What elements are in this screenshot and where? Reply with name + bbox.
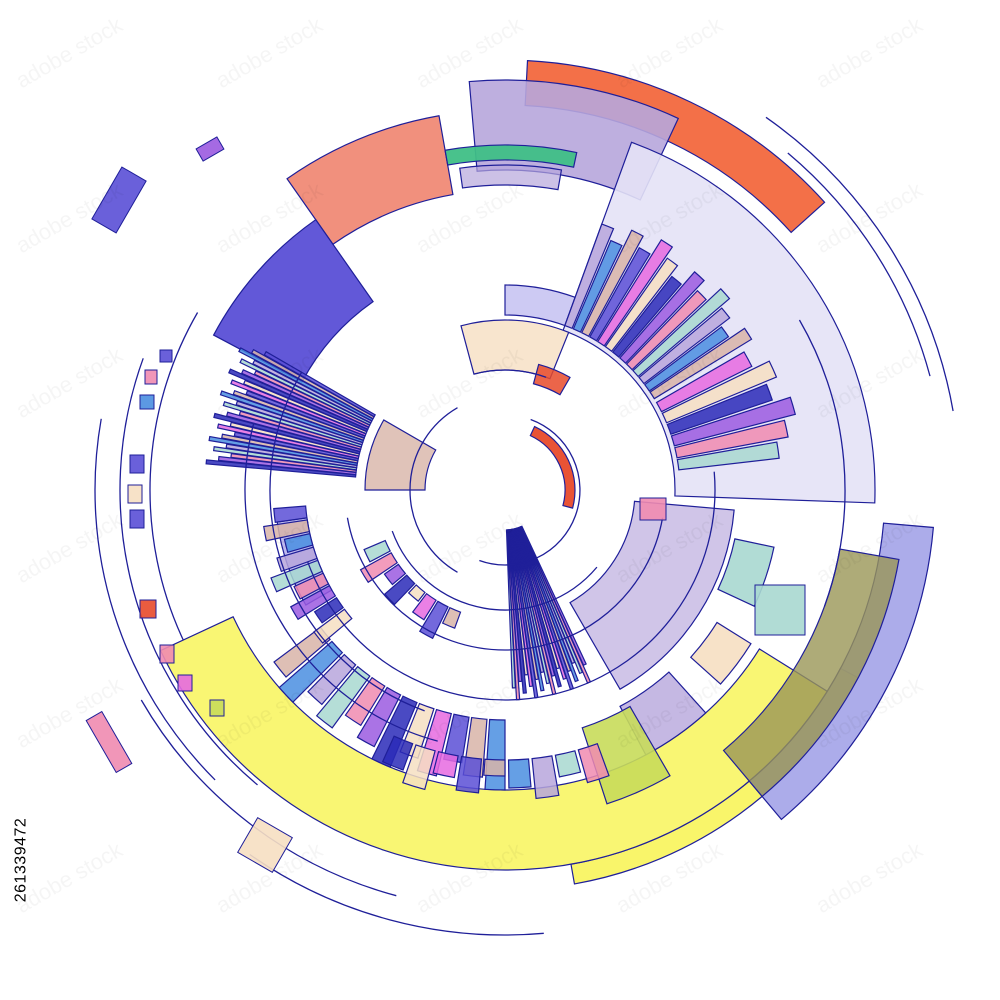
tick-bar-west bbox=[313, 608, 353, 644]
floating-tile bbox=[195, 136, 225, 162]
floating-tile bbox=[209, 699, 225, 717]
tick-bar-right bbox=[670, 396, 797, 447]
tick-bar-right bbox=[666, 383, 774, 435]
tick-bar-lower bbox=[483, 758, 506, 777]
tick-bar-west bbox=[289, 584, 337, 621]
outline-ring bbox=[140, 699, 397, 897]
floating-tile bbox=[177, 674, 193, 692]
tick-bar-west bbox=[276, 546, 318, 573]
outline-rings bbox=[94, 116, 954, 936]
tick-bar-right bbox=[676, 441, 780, 471]
tick-bar-topright bbox=[649, 327, 753, 400]
outline-ring bbox=[94, 418, 216, 781]
floating-tile bbox=[754, 584, 806, 636]
tick-bar-bottomleft bbox=[371, 695, 418, 768]
tick-bar-lower bbox=[531, 755, 560, 800]
floating-squares bbox=[85, 136, 806, 874]
tick-bar-topright bbox=[589, 246, 651, 342]
tick-bar-west bbox=[313, 596, 345, 624]
outline-ring bbox=[391, 530, 598, 611]
tick-bar-bottomleft bbox=[344, 676, 386, 727]
floating-tile bbox=[159, 349, 173, 363]
tick-bar-west bbox=[273, 505, 308, 523]
tick-bar-topright bbox=[611, 275, 683, 358]
tick-bar-topright bbox=[638, 307, 731, 385]
tick-bar-inner bbox=[383, 563, 407, 586]
tick-bar-topright bbox=[596, 238, 674, 347]
olive-band bbox=[722, 548, 900, 798]
tick-bar-lower bbox=[402, 744, 436, 791]
green-band bbox=[444, 144, 578, 168]
inner-lavender-wedge bbox=[569, 500, 735, 691]
tick-bar-inner bbox=[363, 539, 392, 563]
outline-ring bbox=[409, 407, 458, 573]
outline-ring bbox=[346, 517, 664, 651]
outline-ring bbox=[269, 372, 425, 712]
outline-ring bbox=[473, 369, 547, 378]
outline-ring bbox=[787, 152, 931, 377]
tick-bar-lower bbox=[554, 750, 582, 778]
tick-bar-bottomleft bbox=[315, 665, 371, 729]
tick-bar-west bbox=[283, 532, 314, 554]
floating-tile bbox=[129, 454, 145, 474]
tick-bar-bottom bbox=[505, 529, 516, 689]
lavender-thin-band bbox=[459, 164, 563, 191]
tick-bar-topright bbox=[643, 326, 730, 392]
outline-ring bbox=[479, 418, 581, 566]
tick-bar-inner bbox=[383, 574, 416, 606]
tick-bar-lower bbox=[381, 735, 414, 771]
tick-bar-lower bbox=[432, 750, 459, 779]
tick-bar-topright bbox=[580, 229, 644, 338]
tick-bar-bottomleft bbox=[307, 653, 357, 706]
red-block bbox=[532, 363, 571, 396]
floating-tile bbox=[139, 599, 157, 619]
tick-bar-topright bbox=[618, 271, 705, 365]
tick-bar-topright bbox=[564, 223, 615, 330]
outline-ring bbox=[765, 116, 954, 412]
tick-bar-inner bbox=[407, 584, 426, 602]
tan-block bbox=[364, 419, 437, 491]
tick-bar-inner bbox=[411, 592, 437, 621]
red-inner-arc bbox=[529, 425, 576, 509]
tick-bar-bottomleft bbox=[484, 718, 506, 791]
tick-bar-west bbox=[293, 572, 330, 600]
floating-tile bbox=[236, 816, 294, 874]
outline-ring bbox=[307, 471, 716, 701]
tick-bar-right bbox=[661, 360, 778, 424]
floating-tile bbox=[139, 394, 155, 410]
tick-bar-west bbox=[263, 519, 311, 542]
radial-tick-bars bbox=[205, 223, 797, 800]
tick-bar-inner bbox=[441, 606, 462, 629]
tick-bar-topright bbox=[572, 239, 623, 333]
floating-tile bbox=[159, 644, 175, 664]
indigo-band bbox=[212, 218, 374, 383]
outline-ring bbox=[149, 312, 199, 641]
stock-id-text: 261339472 bbox=[12, 817, 29, 903]
floating-tile bbox=[91, 166, 147, 234]
floating-tile bbox=[144, 369, 158, 385]
outline-ring bbox=[249, 853, 544, 936]
tick-bar-lower bbox=[577, 742, 610, 784]
stock-id-label: 261339472 bbox=[0, 760, 42, 960]
floating-tile bbox=[639, 497, 667, 521]
small-lavender-wedge bbox=[504, 284, 576, 327]
tick-bar-topright bbox=[625, 289, 707, 371]
outline-ring bbox=[244, 422, 438, 742]
tick-bar-topright bbox=[604, 257, 679, 353]
tick-bar-bottomleft bbox=[278, 640, 344, 703]
outline-ring bbox=[798, 319, 846, 607]
outline-ring bbox=[119, 358, 258, 786]
tick-bar-topright bbox=[632, 287, 731, 378]
tick-bar-lower bbox=[507, 758, 532, 789]
peach-block bbox=[689, 621, 752, 685]
tick-bar-lower bbox=[455, 755, 483, 794]
floating-tile bbox=[85, 710, 133, 774]
tick-bar-right bbox=[674, 419, 789, 459]
tick-bar-right bbox=[655, 351, 753, 413]
floating-tile bbox=[127, 484, 143, 504]
tick-bar-left bbox=[263, 350, 377, 418]
floating-tile bbox=[129, 509, 145, 529]
